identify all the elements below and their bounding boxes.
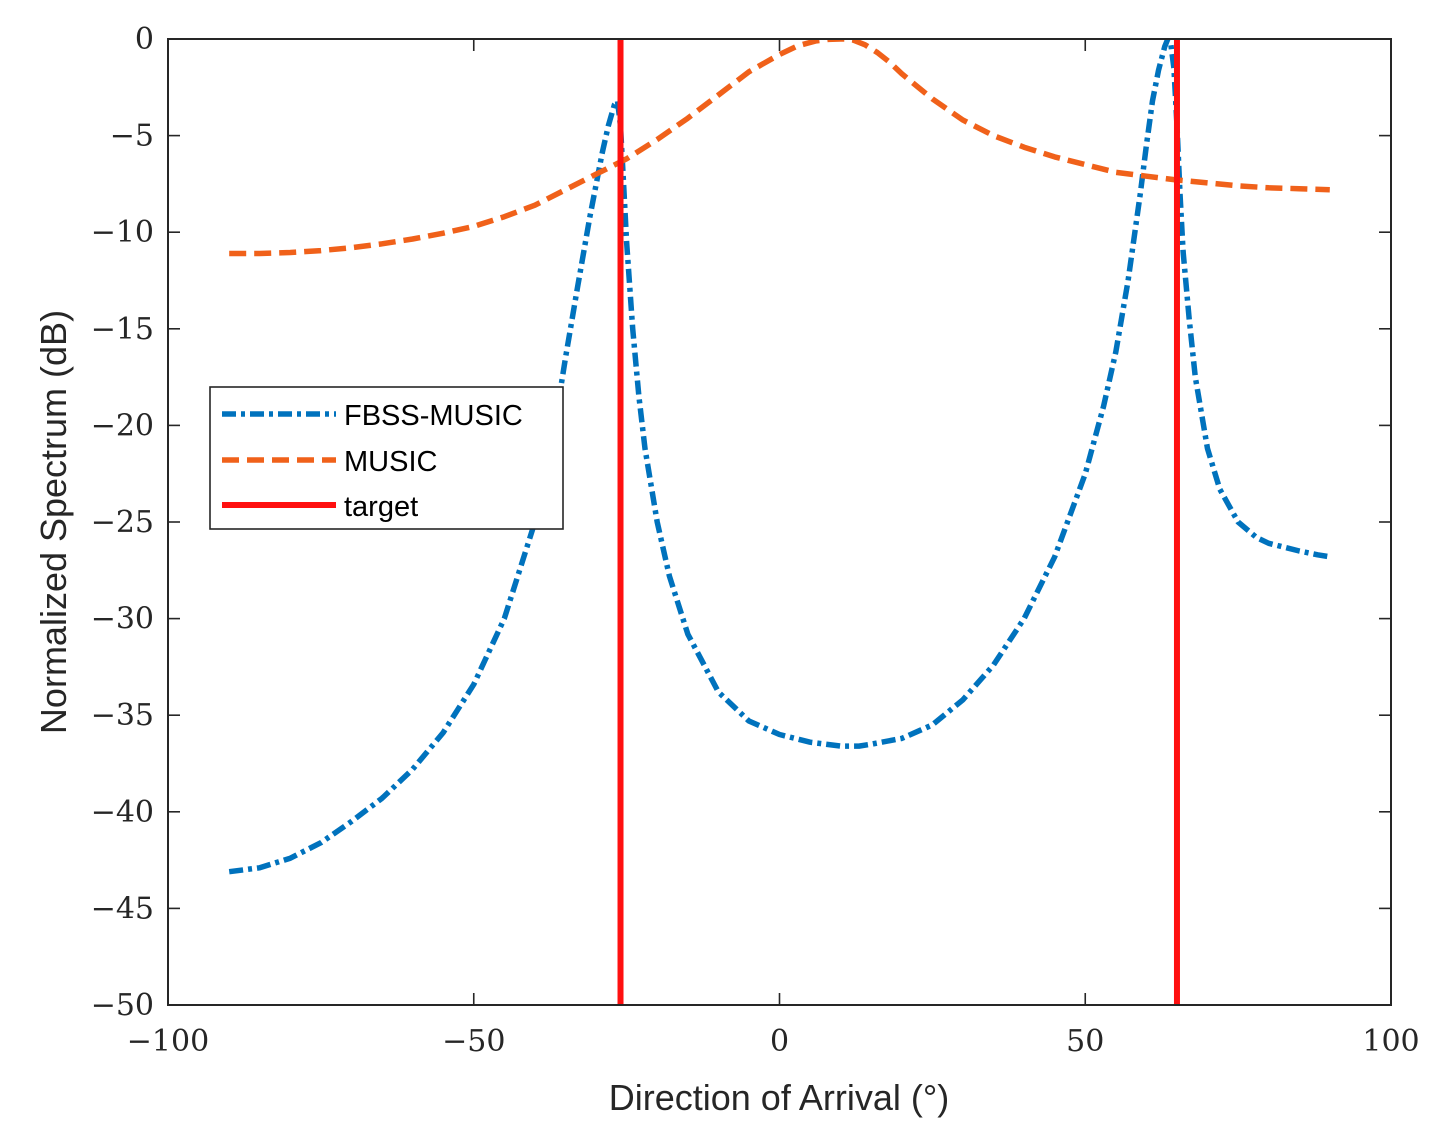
y-axis-label: Normalized Spectrum (dB) — [33, 310, 74, 734]
y-tick-label: −10 — [91, 215, 154, 250]
x-tick-label: −100 — [127, 1024, 209, 1059]
tick-labels-layer: −100 −50 0 50 1000−5−10−15−20−25−30−35−40−45… — [91, 22, 1420, 1059]
x-tick-label: 0 — [770, 1024, 789, 1059]
x-tick-label: 100 — [1362, 1024, 1419, 1059]
y-tick-label: −50 — [91, 988, 154, 1023]
y-tick-label: −25 — [91, 505, 154, 540]
y-tick-label: −5 — [110, 119, 154, 154]
x-axis-label: Direction of Arrival (°) — [609, 1077, 949, 1118]
legend: FBSS-MUSIC MUSIC target — [209, 386, 564, 530]
legend-label-target: target — [344, 491, 418, 523]
y-tick-label: −45 — [91, 891, 154, 926]
y-tick-label: −35 — [91, 698, 154, 733]
y-tick-label: −30 — [91, 602, 154, 637]
axes-box — [167, 38, 1392, 1006]
y-tick-label: −20 — [91, 408, 154, 443]
y-tick-label: 0 — [135, 22, 154, 57]
y-tick-label: −15 — [91, 312, 154, 347]
x-tick-label: 50 — [1066, 1024, 1104, 1059]
y-tick-label: −40 — [91, 795, 154, 830]
x-tick-label: −50 — [442, 1024, 505, 1059]
legend-label-fbss-music: FBSS-MUSIC — [344, 400, 523, 432]
legend-label-music: MUSIC — [344, 446, 437, 478]
